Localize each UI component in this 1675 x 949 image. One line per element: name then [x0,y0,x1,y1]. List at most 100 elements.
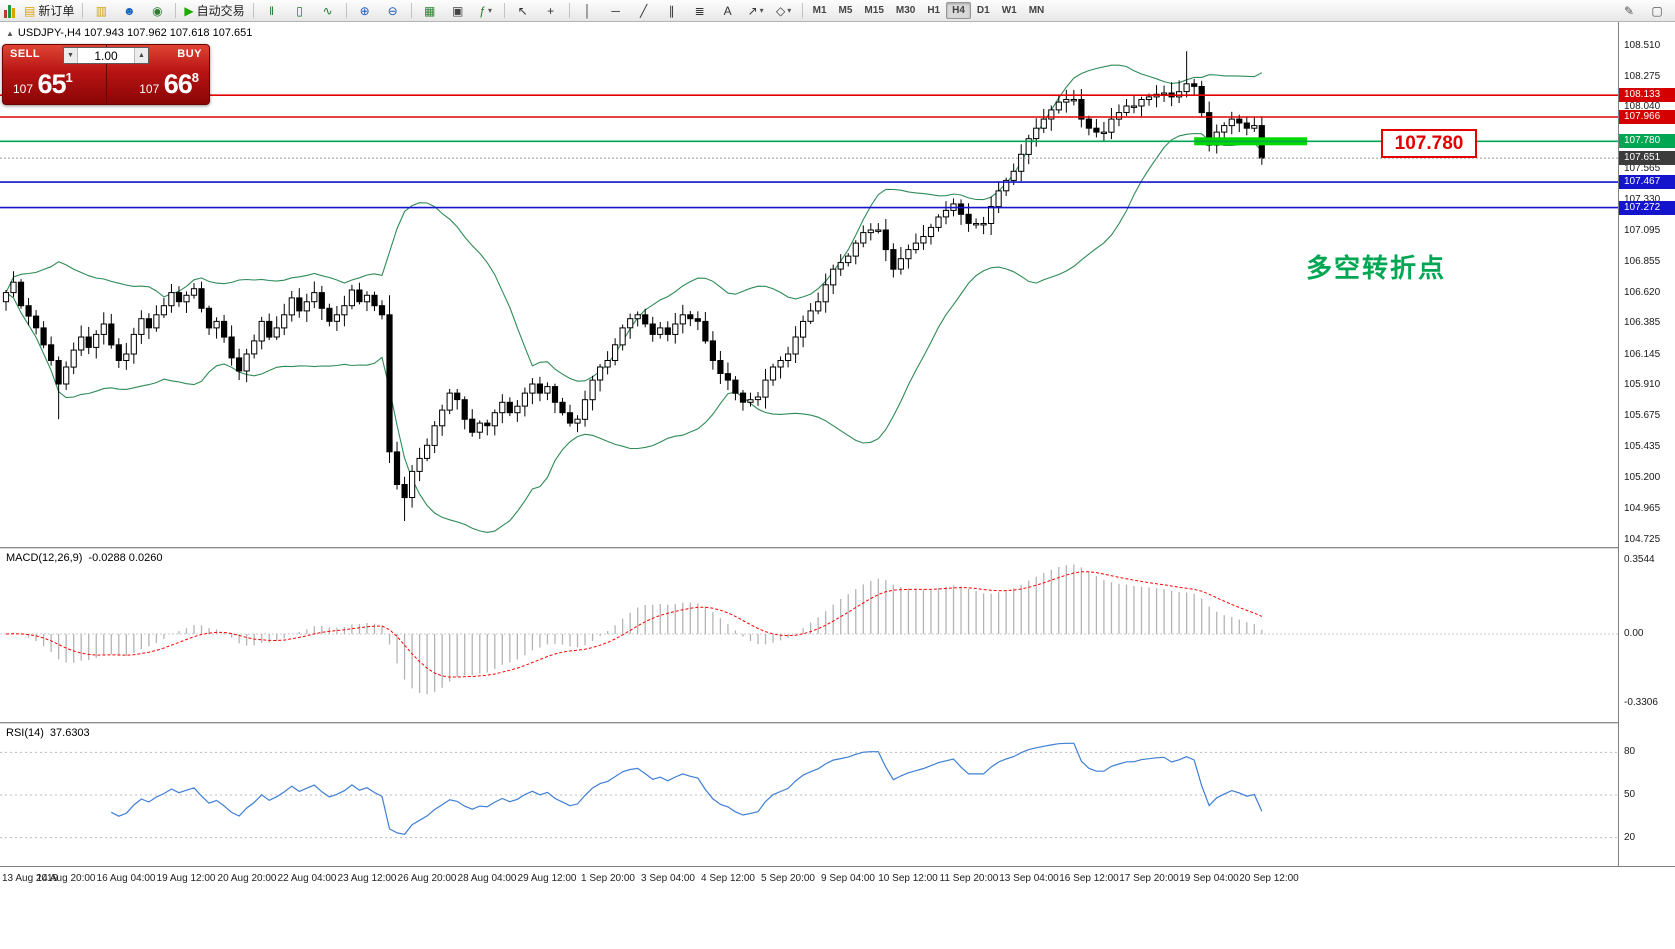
bollinger-bands [5,64,1263,533]
axis-price-label: 105.435 [1624,441,1661,452]
time-axis-label: 19 Sep 04:00 [1179,873,1239,884]
arrows-button[interactable]: ↗ ▾ [742,1,770,21]
axis-price-badge: 107.651 [1619,151,1675,165]
candlestick-chart-button[interactable]: ▯ [286,1,314,21]
shapes-button[interactable]: ◇ ▾ [770,1,798,21]
panel-collapse-icon[interactable]: ▲ [6,29,14,38]
macd-panel[interactable] [0,549,1618,722]
price-chart[interactable] [0,22,1618,547]
macd-axis-label: -0.3306 [1624,697,1658,708]
sell-label: SELL [10,48,41,60]
axis-price-label: 105.675 [1624,410,1661,421]
volume-input[interactable] [78,48,134,63]
grid-button[interactable]: ▦ [416,1,444,21]
rsi-indicator-label: RSI(14) 37.6303 [6,727,90,739]
toolbar-separator [801,3,803,18]
timeframe-m30[interactable]: M30 [895,5,916,16]
profiles-icon: ▥ [95,3,108,18]
fibonacci-icon: ≣ [694,3,705,18]
autotrading-button[interactable]: ▶ 自动交易 [180,1,248,21]
panel-separator-macd[interactable] [0,547,1675,549]
horizontal-line-button[interactable]: ─ [602,1,630,21]
zoom-in-button[interactable]: ⊕ [351,1,379,21]
time-axis-label: 16 Sep 12:00 [1059,873,1119,884]
new-order-icon: ▤ [24,3,36,18]
price-axis[interactable]: 108.510 108.275 108.040 107.565 107.330 107.0… [1618,22,1675,866]
time-axis-label: 20 Sep 12:00 [1239,873,1299,884]
autotrading-icon: ▶ [184,3,194,18]
time-axis[interactable]: 13 Aug 2019 14 Aug 20:00 16 Aug 04:00 19 Au… [0,866,1675,949]
toolbar-buttons: ▤ 新订单 ▥ ☻ ◉ ▶ 自动交易 ‖ ▯ ∿ ⊕ ⊖ ▦ ▣ ƒ ▾ ↖ + │ ─ ╱ ∥ ≣ A ↗ ▾ ◇ ▾ M1 M5 M15… [20,1,1050,21]
time-axis-label: 10 Sep 12:00 [878,873,938,884]
volume-increase-button[interactable]: ▲ [134,48,148,63]
toolbar-separator [82,3,84,18]
rsi-axis-label: 20 [1624,832,1636,843]
axis-price-label: 105.910 [1624,379,1661,390]
shapes-icon: ◇ [775,3,786,18]
timeframe-m5[interactable]: M5 [838,5,853,16]
toolbar-separator [410,3,412,18]
axis-price-label: 108.510 [1624,40,1661,51]
axis-price-badge: 107.467 [1619,175,1675,189]
pencil-tool-button[interactable]: ✎ [1615,1,1643,21]
zoom-out-button[interactable]: ⊖ [379,1,407,21]
timeframe-d1[interactable]: D1 [976,5,990,16]
buy-price: 107 668 [139,69,199,99]
channel-button[interactable]: ∥ [658,1,686,21]
time-axis-label: 5 Sep 20:00 [761,873,815,884]
new-order-button[interactable]: ▤ 新订单 [20,1,78,21]
timeframe-m1[interactable]: M1 [812,5,827,16]
community-button[interactable]: ☻ [115,1,143,21]
zoom-out-icon: ⊖ [387,3,398,18]
timeframe-h4[interactable]: H4 [946,2,971,19]
fibonacci-button[interactable]: ≣ [686,1,714,21]
volume-spinbox: ▼ ▲ [63,47,149,64]
macd-axis-label: 0.00 [1624,628,1644,639]
axis-price-badge: 107.966 [1619,110,1675,124]
axis-price-badge: 108.133 [1619,88,1675,102]
line-chart-button[interactable]: ∿ [314,1,342,21]
time-axis-label: 16 Aug 04:00 [96,873,156,884]
panel-separator-rsi[interactable] [0,722,1675,724]
market-button[interactable]: ◉ [143,1,171,21]
volume-decrease-button[interactable]: ▼ [64,48,78,63]
axis-price-label: 108.275 [1624,71,1661,82]
profiles-button[interactable]: ▥ [87,1,115,21]
time-axis-label: 19 Aug 12:00 [156,873,216,884]
time-axis-label: 13 Aug 2019 [2,873,59,884]
price-level-label[interactable]: 107.780 [1381,129,1477,158]
time-axis-label: 1 Sep 20:00 [581,873,635,884]
axis-price-label: 107.330 [1624,194,1661,205]
indicators-button[interactable]: ƒ ▾ [472,1,500,21]
timeframe-m15[interactable]: M15 [864,5,884,16]
window-button[interactable]: ▢ [1643,1,1671,21]
time-axis-label: 4 Sep 12:00 [701,873,755,884]
chart-info-line: ▲ USDJPY-,H4 107.943 107.962 107.618 107.… [6,27,252,39]
timeframe-w1[interactable]: W1 [1001,5,1017,16]
rsi-axis-label: 50 [1624,789,1636,800]
buy-label: BUY [177,48,202,60]
autotrading-label: 自动交易 [196,4,245,18]
chart-annotation-text[interactable]: 多空转折点 [1306,253,1447,283]
trendline-button[interactable]: ╱ [630,1,658,21]
cursor-button[interactable]: ↖ [509,1,537,21]
macd-signal-line [5,571,1263,678]
toolbar-separator [175,3,177,18]
time-axis-label: 3 Sep 04:00 [641,873,695,884]
time-axis-label: 13 Sep 04:00 [999,873,1059,884]
bar-chart-button[interactable]: ‖ [258,1,286,21]
timeframe-mn[interactable]: MN [1028,5,1045,16]
toolbar-separator [345,3,347,18]
time-axis-label: 14 Aug 20:00 [36,873,96,884]
crosshair-button[interactable]: + [537,1,565,21]
indicators-icon: ƒ [479,3,486,18]
market-icon: ◉ [152,3,163,18]
window-icon: ▢ [1651,3,1663,18]
timeframe-h1[interactable]: H1 [927,5,941,16]
axis-price-label: 106.385 [1624,317,1661,328]
toolbar-separator [503,3,505,18]
tile-windows-button[interactable]: ▣ [444,1,472,21]
text-button[interactable]: A [714,1,742,21]
vertical-line-button[interactable]: │ [574,1,602,21]
rsi-panel[interactable] [0,724,1618,866]
